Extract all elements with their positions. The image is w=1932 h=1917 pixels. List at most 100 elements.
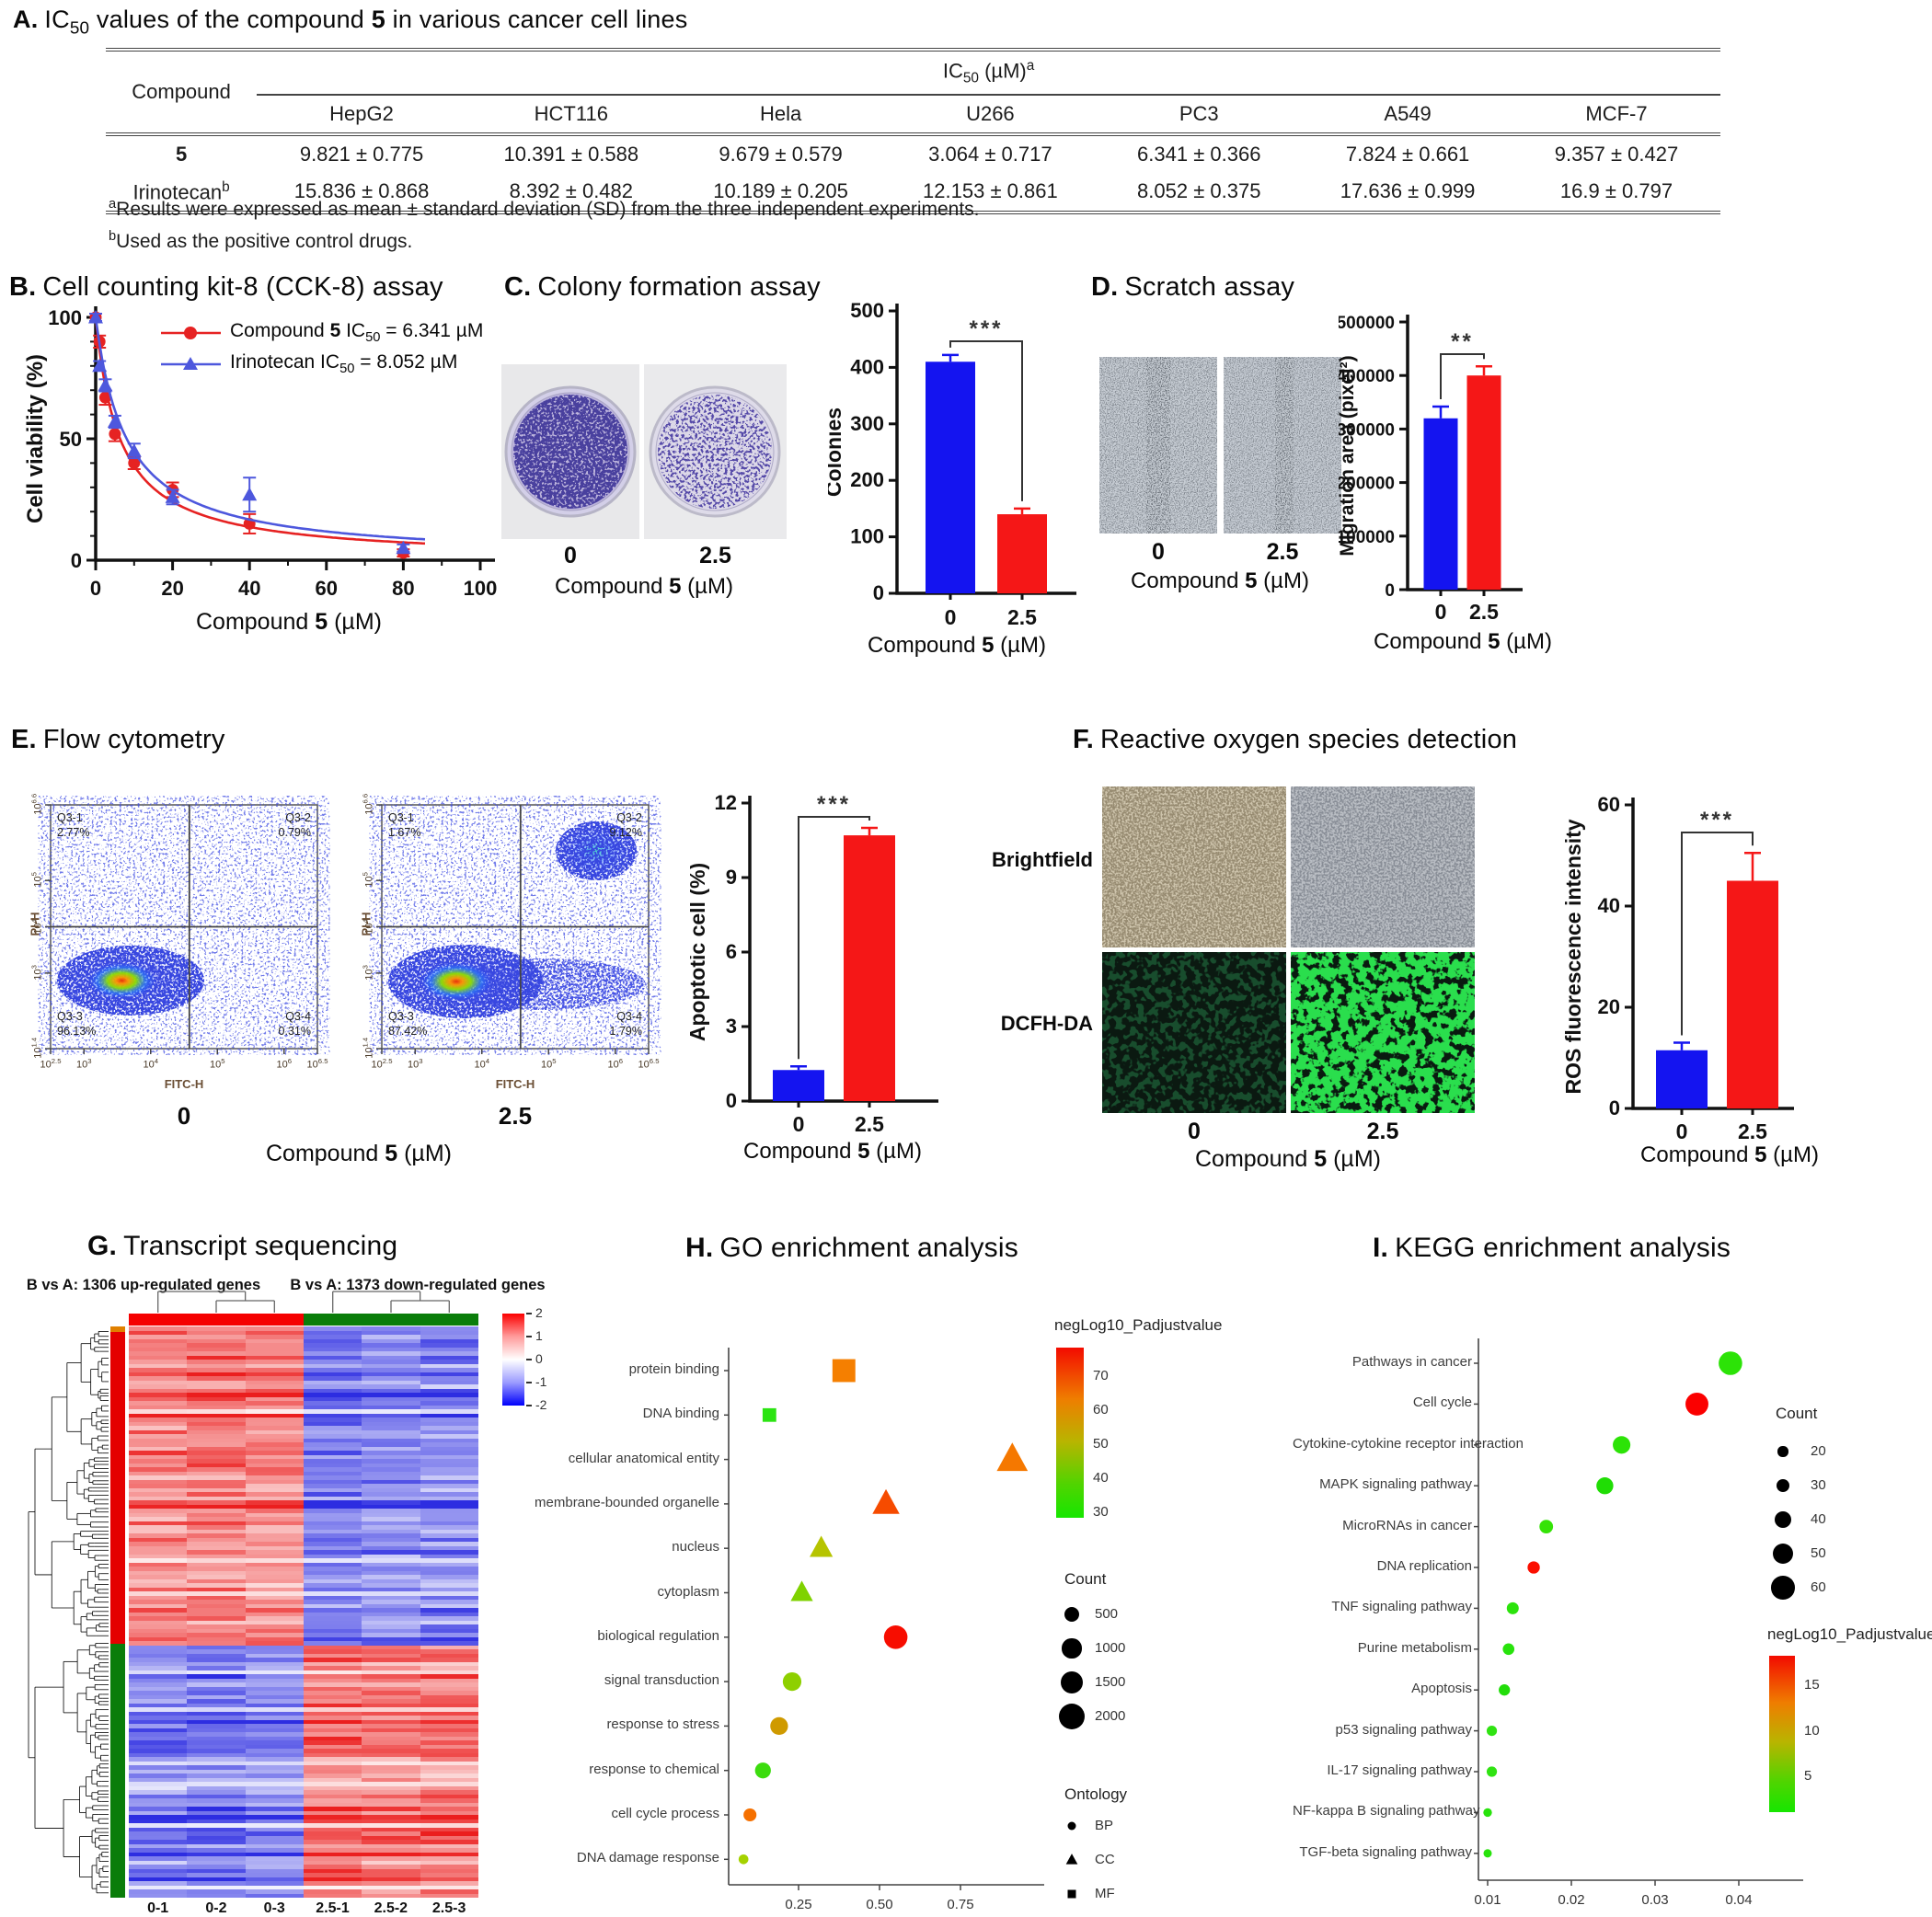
ros-bar-2.5 xyxy=(1727,880,1778,1108)
ros-svg: 0 20 40 60 0 2.5 *** ROS fluorescence intensity xyxy=(1561,793,1794,1143)
kegg-color-legend-title: negLog10_Padjustvalue xyxy=(1767,1625,1932,1643)
category-TGF-beta signaling pathway: TGF-beta signaling pathway xyxy=(1299,1843,1472,1860)
point-Apoptosis xyxy=(1499,1684,1511,1696)
flow-ytick: 106.6 xyxy=(29,793,44,815)
flow-ytick: 101.4 xyxy=(29,1037,44,1059)
category-signal transduction: signal transduction xyxy=(604,1672,719,1689)
point-response to chemical xyxy=(754,1762,771,1779)
apoptotic-svg: 0 3 6 9 12 0 2.5 *** Apoptotic cell (%) xyxy=(685,791,938,1136)
panel-a-title: A. IC50 values of the compound 5 in vario… xyxy=(13,6,687,39)
category-response to stress: response to stress xyxy=(606,1716,719,1733)
point-TNF signaling pathway xyxy=(1506,1601,1519,1614)
kegg-color-legend-bar xyxy=(1769,1656,1795,1812)
flow-ytick: 101.4 xyxy=(361,1037,375,1059)
panel-i-title: I. KEGG enrichment analysis xyxy=(1373,1233,1731,1263)
ros-xlabel: Compound 5 (µM) xyxy=(1640,1142,1819,1167)
cck8-xlabel: Compound 5 (µM) xyxy=(196,609,382,635)
quadrant-label-Q3-3: Q3-3 87.42% xyxy=(388,1010,428,1039)
svg-text:2.5: 2.5 xyxy=(1738,1119,1767,1143)
flow-plot-2.5: 102.5 103 104 105 106 106.5 106.6 105 104 103 101.… xyxy=(359,794,681,1099)
quadrant-label-Q3-4: Q3-4 0.31% xyxy=(278,1010,311,1039)
heatmap-col-label: 2.5-1 xyxy=(316,1900,350,1916)
svg-text:50: 50 xyxy=(60,428,82,451)
svg-text:0.03: 0.03 xyxy=(1641,1892,1668,1908)
ros-dose-0: 0 xyxy=(1188,1119,1201,1144)
legend-Compound 5: Compound 5 IC50 = 6.341 µM xyxy=(230,320,484,346)
go-enrichment-dotplot: 0.25 0.50 0.75 protein binding DNA binding ce… xyxy=(529,1283,1288,1917)
flow-xtick: 103 xyxy=(75,1057,92,1071)
colonies-bar-2.5 xyxy=(997,514,1047,593)
category-TNF signaling pathway: TNF signaling pathway xyxy=(1331,1599,1472,1615)
kegg-count-legend-title: Count xyxy=(1776,1405,1818,1422)
point-IL-17 signaling pathway xyxy=(1486,1766,1498,1777)
heatmap-color-key: 2 1 0 -1 -2 xyxy=(502,1305,576,1424)
migration-svg: 0 100000 200000 300000 400000 500000 0 2.5 ** Mig… xyxy=(1337,314,1523,624)
kegg-enrichment-dotplot: 0.01 0.02 0.03 0.04 Pathways in cancer Cell c… xyxy=(1288,1283,1932,1917)
migration-xlabel: Compound 5 (µM) xyxy=(1374,629,1552,654)
svg-text:3: 3 xyxy=(726,1015,737,1038)
colony-dish-image-2.5 xyxy=(644,364,787,539)
svg-text:0: 0 xyxy=(873,581,884,604)
brightfield-image-0 xyxy=(1102,786,1286,947)
flow-xtick: 104 xyxy=(474,1057,490,1071)
category-Pathways in cancer: Pathways in cancer xyxy=(1351,1354,1472,1370)
svg-text:12: 12 xyxy=(715,791,737,814)
apoptotic-bar-chart: 0 3 6 9 12 0 2.5 *** Apoptotic cell (%) Compound … xyxy=(685,782,975,1196)
table-row-1: Irinotecanb 15.836 ± 0.868 8.392 ± 0.482 10… xyxy=(132,178,1673,204)
scratch-image-0 xyxy=(1099,357,1217,534)
curve-Compound 5 xyxy=(95,322,426,545)
go-color-legend-title: negLog10_Padjustvalue xyxy=(1054,1316,1223,1334)
category-cellular anatomical entity: cellular anatomical entity xyxy=(568,1450,719,1466)
flowE0-svg xyxy=(45,804,318,1054)
quadrant-label-Q3-3: Q3-3 96.13% xyxy=(57,1010,97,1039)
category-MicroRNAs in cancer: MicroRNAs in cancer xyxy=(1342,1517,1472,1533)
kegg-svg: 0.01 0.02 0.03 0.04 xyxy=(1474,1338,1803,1908)
category-DNA damage response: DNA damage response xyxy=(576,1850,719,1866)
category-membrane-bounded organelle: membrane-bounded organelle xyxy=(535,1494,719,1510)
dcfhda-image-0 xyxy=(1102,952,1286,1113)
svg-text:2.5: 2.5 xyxy=(855,1112,884,1136)
svg-text:300: 300 xyxy=(850,412,884,435)
point-signal transduction xyxy=(782,1672,802,1692)
svg-text:0: 0 xyxy=(1385,581,1395,601)
category-response to chemical: response to chemical xyxy=(589,1761,719,1777)
heatmap-col-label: 0-2 xyxy=(205,1900,227,1916)
dcfhda-image-2.5 xyxy=(1291,952,1475,1113)
point-p53 signaling pathway xyxy=(1486,1726,1498,1737)
heatmap-col-label: 2.5-2 xyxy=(374,1900,408,1916)
panel-f-title: F. Reactive oxygen species detection xyxy=(1073,725,1518,754)
dcfhda-row-label: DCFH-DA xyxy=(1000,1012,1093,1035)
category-Apoptosis: Apoptosis xyxy=(1411,1681,1472,1697)
cck8-svg: 0 50 100 0 20 40 60 80 100 Cell viability (%) xyxy=(23,306,497,600)
category-cell cycle process: cell cycle process xyxy=(611,1806,719,1821)
ros-dose-2.5: 2.5 xyxy=(1366,1119,1399,1144)
heatmap-column-dendrogram xyxy=(157,1291,450,1313)
category-nucleus: nucleus xyxy=(672,1539,719,1555)
flow-xtick: 106 xyxy=(276,1057,293,1071)
svg-text:0.25: 0.25 xyxy=(785,1897,811,1912)
svg-text:Colonies: Colonies xyxy=(828,408,845,497)
svg-text:500000: 500000 xyxy=(1339,314,1395,333)
ic50-table-grid: Compound IC50 (µM)a HepG2 HCT116 Hela U266 PC3… xyxy=(106,48,1720,215)
colonies-svg: 0 100 200 300 400 500 0 2.5 *** Colonies xyxy=(822,299,1076,629)
point-Pathways in cancer xyxy=(1719,1351,1742,1375)
svg-text:2.5: 2.5 xyxy=(1007,605,1037,629)
colonies-bar-0 xyxy=(926,362,975,593)
flow-yaxis-label: PI-H xyxy=(28,912,42,936)
point-membrane-bounded organelle xyxy=(872,1488,900,1514)
scratch-xlabel: Compound 5 (µM) xyxy=(1131,568,1309,593)
colony-dose-2.5: 2.5 xyxy=(699,543,731,568)
svg-text:***: *** xyxy=(1700,808,1734,832)
flow-xtick: 103 xyxy=(407,1057,423,1071)
apoptotic-bar-2.5 xyxy=(844,835,895,1101)
category-Cytokine-cytokine receptor interaction: Cytokine-cytokine receptor interaction xyxy=(1293,1435,1524,1452)
legend-Irinotecan: Irinotecan IC50 = 8.052 µM xyxy=(230,351,458,377)
quadrant-label-Q3-1: Q3-1 2.77% xyxy=(57,811,90,840)
flow-xtick: 106.5 xyxy=(306,1057,328,1071)
panel-d-title: D. Scratch assay xyxy=(1091,272,1295,302)
heatmap-row-strip xyxy=(110,1326,125,1898)
svg-text:0: 0 xyxy=(1609,1096,1620,1119)
onto-MF xyxy=(1067,1889,1076,1899)
quadrant-label-Q3-2: Q3-2 9.12% xyxy=(609,811,642,840)
svg-text:6: 6 xyxy=(726,940,737,963)
